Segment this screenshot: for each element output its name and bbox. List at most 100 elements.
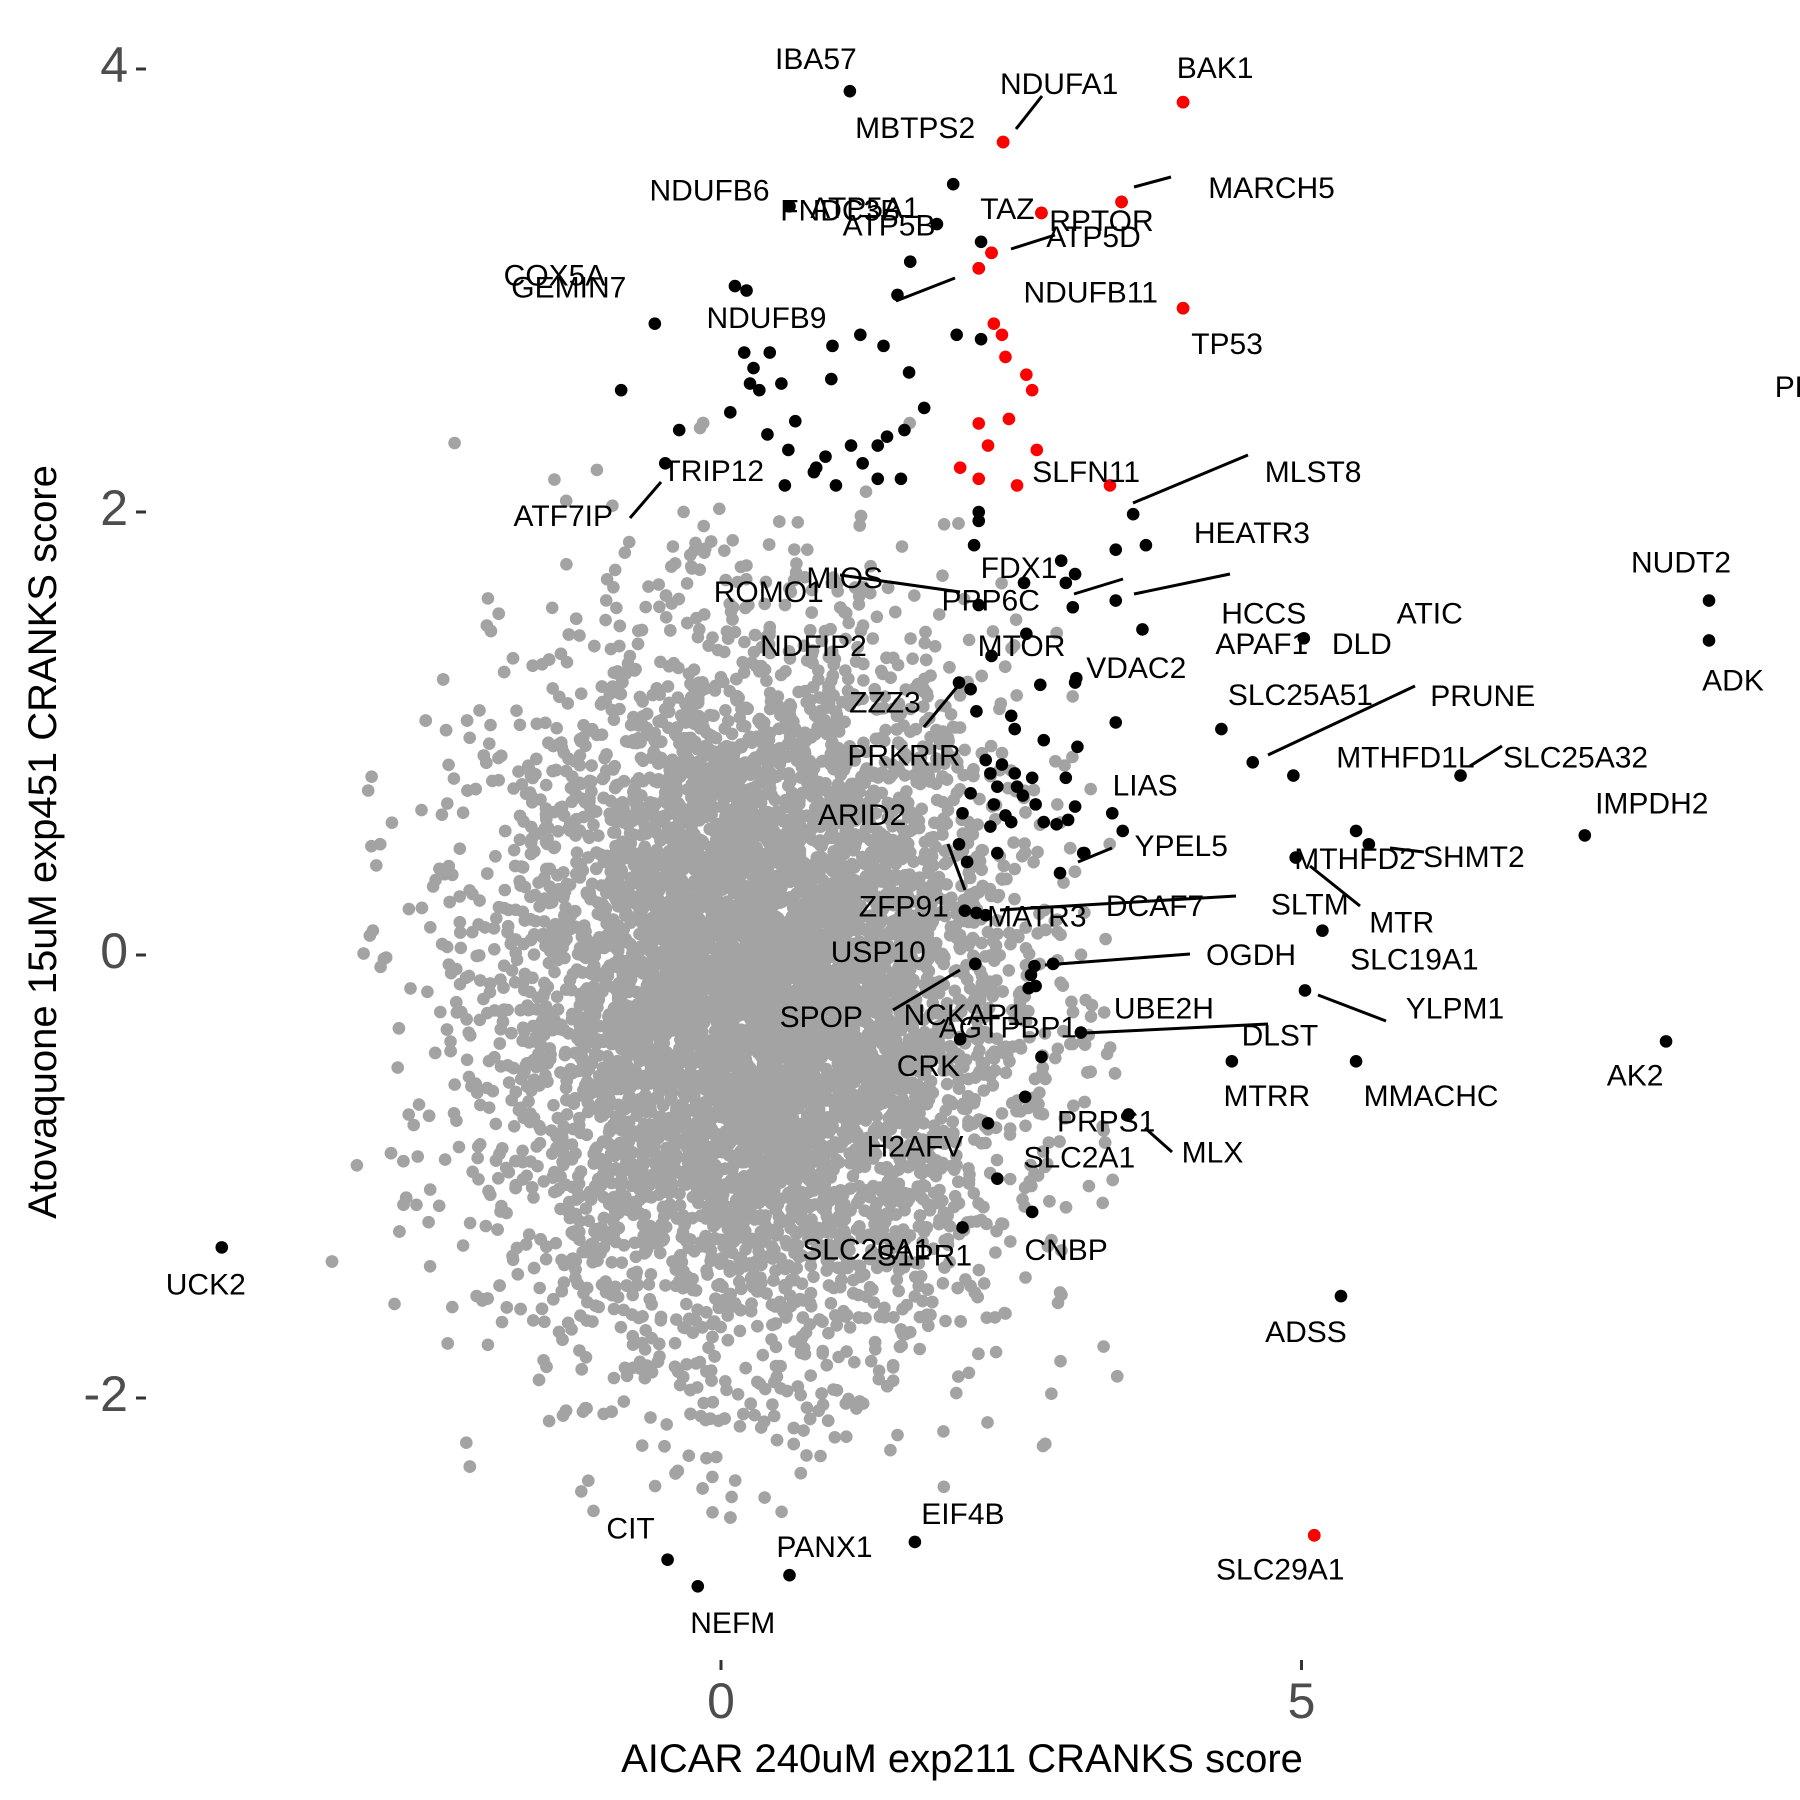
background-point — [940, 855, 954, 869]
background-point — [840, 1430, 853, 1443]
background-point — [639, 600, 652, 614]
background-point — [606, 499, 619, 512]
background-point — [599, 613, 612, 627]
background-point — [912, 941, 925, 954]
background-point — [652, 578, 665, 591]
background-point — [936, 725, 950, 738]
background-point — [981, 1416, 994, 1429]
background-point — [884, 1443, 897, 1457]
background-point — [365, 770, 378, 783]
background-point — [981, 925, 995, 939]
background-point — [870, 610, 884, 624]
background-point — [800, 1449, 813, 1462]
background-point — [898, 752, 912, 766]
background-point — [748, 1408, 761, 1422]
background-point — [547, 1098, 560, 1112]
background-point — [587, 1504, 600, 1518]
background-point — [492, 773, 506, 787]
background-point — [760, 674, 773, 687]
background-point — [870, 1109, 883, 1123]
background-point — [1051, 1042, 1065, 1056]
background-point — [1084, 782, 1097, 796]
background-point — [463, 1216, 477, 1230]
background-point — [615, 1256, 629, 1269]
background-point — [940, 1077, 954, 1091]
background-point — [731, 1388, 745, 1401]
background-point — [995, 1107, 1009, 1120]
background-point — [662, 660, 676, 673]
background-point — [848, 1355, 861, 1369]
background-point — [592, 1300, 605, 1314]
background-point — [456, 806, 470, 819]
background-point — [542, 1414, 556, 1428]
background-point — [434, 1005, 447, 1019]
background-point — [975, 1137, 988, 1150]
background-point — [513, 718, 527, 732]
background-point — [432, 1199, 446, 1213]
background-point — [1004, 1235, 1017, 1248]
background-point — [726, 534, 739, 547]
background-point — [680, 577, 694, 590]
background-point — [1097, 1340, 1110, 1353]
background-point — [614, 1179, 628, 1193]
background-point — [423, 1183, 437, 1196]
background-point — [971, 818, 984, 831]
background-point — [677, 505, 690, 519]
background-point — [673, 1199, 687, 1212]
background-point — [473, 704, 486, 717]
background-point — [962, 1162, 975, 1175]
background-point — [928, 640, 942, 653]
background-point — [614, 1320, 628, 1334]
background-point — [962, 633, 976, 647]
background-point — [767, 1409, 781, 1423]
background-point — [454, 941, 468, 955]
background-point — [1038, 1027, 1052, 1040]
background-point — [995, 746, 1009, 760]
background-point — [924, 730, 937, 744]
background-point — [590, 463, 604, 477]
background-point — [607, 1371, 621, 1385]
background-point — [924, 669, 937, 682]
background-point — [575, 1485, 588, 1498]
background-point — [415, 803, 428, 817]
background-point — [904, 702, 917, 716]
background-point — [668, 1336, 682, 1350]
background-point — [733, 1324, 747, 1338]
background-point — [958, 743, 971, 757]
background-point — [659, 1279, 672, 1292]
background-point — [1082, 1179, 1096, 1193]
background-point — [824, 1297, 838, 1310]
background-point — [421, 985, 434, 999]
background-point — [900, 1298, 914, 1312]
background-point — [739, 601, 752, 615]
background-point — [423, 1260, 437, 1273]
background-point — [570, 846, 584, 859]
background-point — [642, 1278, 656, 1291]
background-point — [939, 1314, 952, 1328]
background-point — [713, 502, 726, 516]
background-point — [473, 1138, 487, 1151]
background-point — [1036, 1145, 1050, 1158]
background-point — [733, 1420, 747, 1433]
background-point — [1019, 1271, 1032, 1284]
background-point — [370, 859, 383, 872]
background-point — [1054, 1354, 1067, 1368]
background-point — [608, 826, 622, 839]
background-point — [783, 1289, 797, 1302]
background-point — [737, 1407, 750, 1421]
background-point — [990, 1153, 1004, 1167]
background-point — [790, 557, 803, 570]
background-point — [909, 1270, 922, 1284]
background-point — [952, 1370, 965, 1383]
background-point — [640, 707, 654, 721]
background-points — [325, 416, 1124, 1524]
background-point — [605, 1256, 619, 1269]
background-point — [977, 1277, 991, 1290]
background-point — [725, 1490, 738, 1504]
background-point — [489, 1117, 503, 1131]
background-point — [859, 485, 873, 499]
background-point — [1100, 1047, 1114, 1061]
background-point — [587, 818, 600, 832]
background-point — [842, 616, 855, 630]
